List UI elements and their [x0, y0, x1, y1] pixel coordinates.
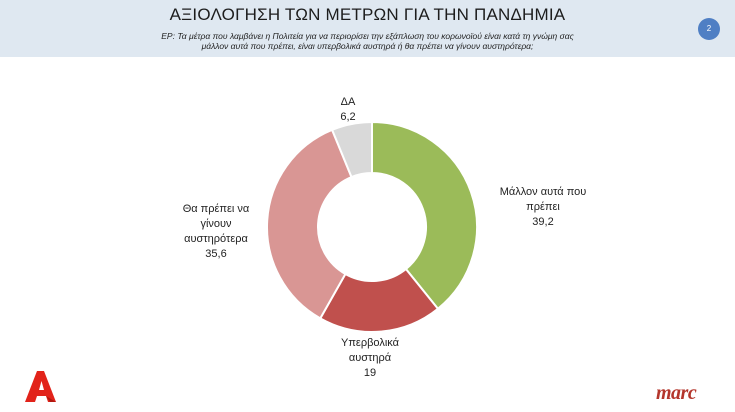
donut-slice-3: [266, 128, 353, 320]
slice-label-text: αυστηρότερα: [184, 233, 248, 245]
slice-label-text: ΔΑ: [340, 96, 356, 108]
header-bar: ΑΞΙΟΛΟΓΗΣΗ ΤΩΝ ΜΕΤΡΩΝ ΓΙΑ ΤΗΝ ΠΑΝΔΗΜΙΑ Ε…: [0, 0, 735, 57]
alpha-logo: [25, 371, 56, 402]
slice-label-3: Θα πρέπει να γίνουν αυστηρότερα 35,6: [166, 202, 266, 262]
slice-value-label: 19: [363, 367, 377, 379]
donut-slice-1: [371, 120, 478, 311]
slice-label-4: ΔΑ 6,2: [318, 95, 378, 125]
slice-label-text: Υπερβολικά: [341, 337, 399, 349]
slice-label-2: Υπερβολικά αυστηρά 19: [310, 336, 430, 381]
slice-label-1: Μάλλον αυτά που πρέπει 39,2: [478, 185, 608, 230]
slice-label-text: Θα πρέπει να: [182, 203, 250, 215]
slice-label-text: Μάλλον αυτά που: [499, 186, 587, 198]
slice-value-label: 35,6: [205, 248, 227, 260]
marc-logo: marc: [656, 382, 697, 404]
slice-label-text: πρέπει: [526, 201, 560, 213]
slice-label-text: γίνουν: [200, 218, 232, 230]
donut-slices: [266, 120, 478, 333]
slice-value-label: 6,2: [340, 111, 356, 123]
survey-question: ΕΡ: Τα μέτρα που λαμβάνει η Πολιτεία για…: [150, 31, 585, 51]
donut-slice-4: [330, 120, 373, 179]
page-number-badge: 2: [698, 18, 720, 40]
question-line-1: ΕΡ: Τα μέτρα που λαμβάνει η Πολιτεία για…: [161, 31, 574, 41]
slice-value-label: 39,2: [532, 216, 554, 228]
page-title: ΑΞΙΟΛΟΓΗΣΗ ΤΩΝ ΜΕΤΡΩΝ ΓΙΑ ΤΗΝ ΠΑΝΔΗΜΙΑ: [169, 5, 566, 24]
slice-label-text: αυστηρά: [348, 352, 392, 364]
question-line-2: μάλλον αυτά που πρέπει, είναι υπερβολικά…: [201, 41, 534, 51]
